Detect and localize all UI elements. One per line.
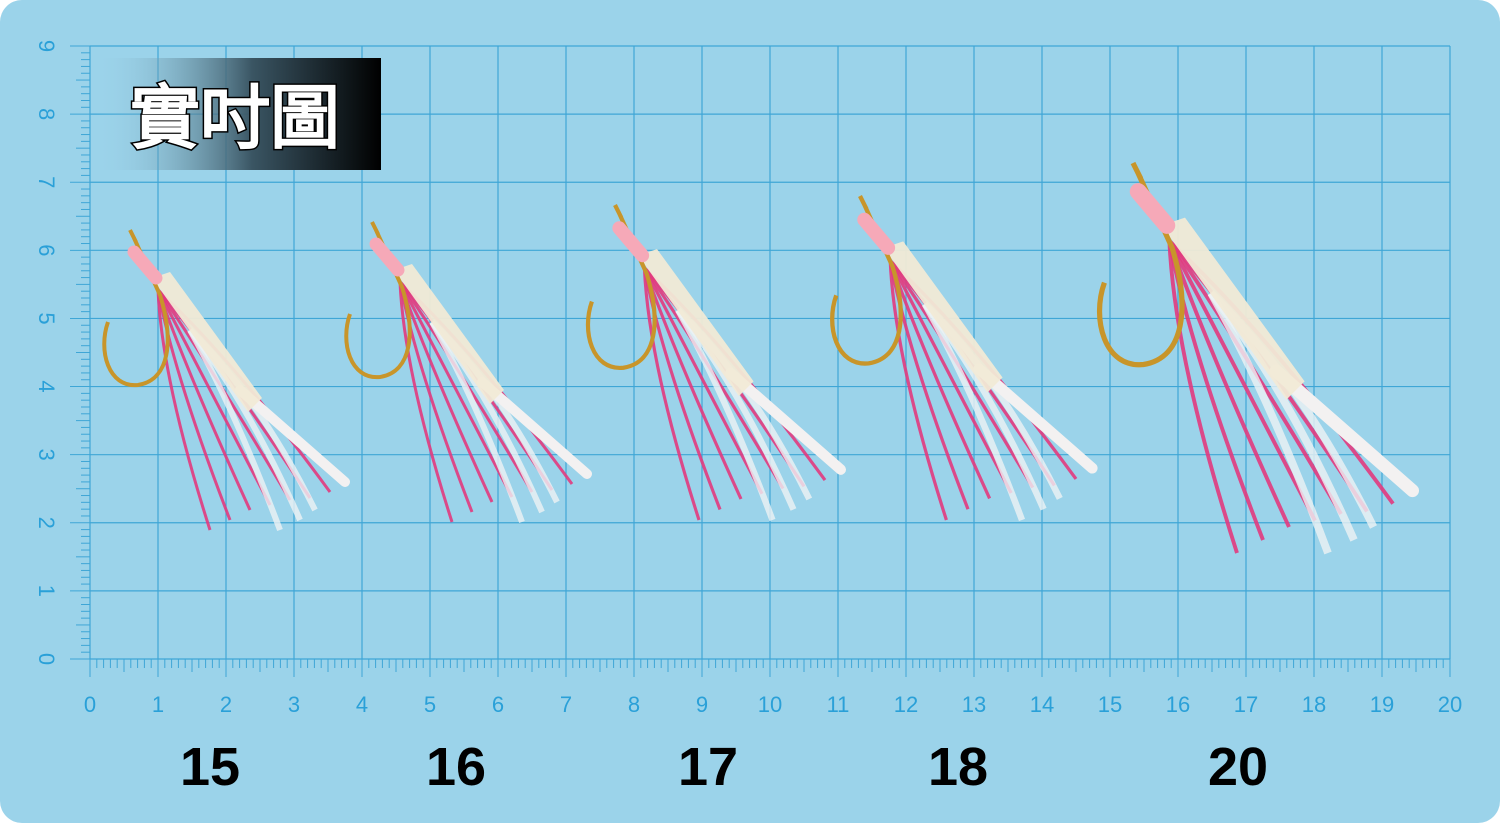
tail [235, 385, 350, 487]
feather-white [921, 302, 1026, 522]
hook [830, 195, 903, 366]
size-label: 16 [426, 737, 486, 797]
hook [102, 229, 170, 388]
x-label: 20 [1438, 692, 1462, 717]
size-label: 20 [1208, 737, 1268, 797]
x-label: 10 [758, 692, 782, 717]
tail [725, 367, 846, 475]
feather [398, 281, 454, 523]
y-label: 0 [34, 653, 59, 665]
wrap [127, 245, 163, 285]
lure [585, 204, 846, 522]
x-label: 5 [424, 692, 436, 717]
lure [1096, 161, 1419, 555]
x-label: 6 [492, 692, 504, 717]
x-label: 8 [628, 692, 640, 717]
feather [643, 267, 764, 495]
x-label: 4 [356, 692, 368, 717]
wrap [857, 212, 896, 255]
feather [642, 267, 701, 521]
feather [1167, 240, 1239, 554]
body [394, 264, 504, 404]
feather [156, 289, 272, 506]
body [1161, 217, 1305, 400]
y-label: 3 [34, 449, 59, 461]
wrap [369, 237, 405, 277]
x-label: 15 [1098, 692, 1122, 717]
x-label: 14 [1030, 692, 1054, 717]
x-label: 9 [696, 692, 708, 717]
y-label: 8 [34, 108, 59, 120]
lures [102, 161, 1419, 555]
wrap [612, 221, 650, 263]
lure [830, 195, 1098, 522]
x-label: 12 [894, 692, 918, 717]
tail [477, 377, 592, 479]
x-label: 11 [827, 692, 850, 717]
y-label: 5 [34, 312, 59, 324]
size-label: 15 [180, 737, 240, 797]
x-label: 18 [1302, 692, 1326, 717]
x-label: 16 [1166, 692, 1190, 717]
x-label: 7 [560, 692, 572, 717]
body [638, 249, 754, 397]
tail [1269, 364, 1419, 498]
feather-white [429, 320, 525, 524]
hook [1096, 161, 1185, 368]
x-label: 17 [1234, 692, 1258, 717]
x-label: 13 [962, 692, 986, 717]
hook [344, 221, 412, 380]
body [883, 241, 1003, 393]
y-label: 9 [34, 40, 59, 52]
title-box [95, 58, 381, 170]
x-label: 2 [220, 692, 232, 717]
title: 實吋圖 [130, 77, 340, 159]
tail [973, 363, 1098, 474]
feather [156, 289, 212, 531]
feather [888, 260, 948, 521]
hook [585, 204, 657, 370]
y-label: 6 [34, 244, 59, 256]
x-label: 1 [152, 692, 164, 717]
y-label: 1 [34, 585, 59, 597]
y-label: 2 [34, 517, 59, 529]
feather [398, 281, 514, 498]
y-label: 7 [34, 176, 59, 188]
size-label: 17 [678, 737, 738, 797]
feather-white [187, 328, 283, 532]
feather-white [1207, 291, 1332, 555]
feather [888, 260, 1013, 494]
feather-white [675, 308, 776, 522]
feather [1167, 240, 1317, 522]
body [152, 272, 262, 412]
x-label: 19 [1370, 692, 1394, 717]
wrap [1129, 183, 1176, 234]
size-label: 18 [928, 737, 988, 797]
lure [102, 229, 350, 532]
lure [344, 221, 592, 524]
x-label: 3 [288, 692, 300, 717]
x-label: 0 [84, 692, 96, 717]
y-label: 4 [34, 380, 59, 392]
